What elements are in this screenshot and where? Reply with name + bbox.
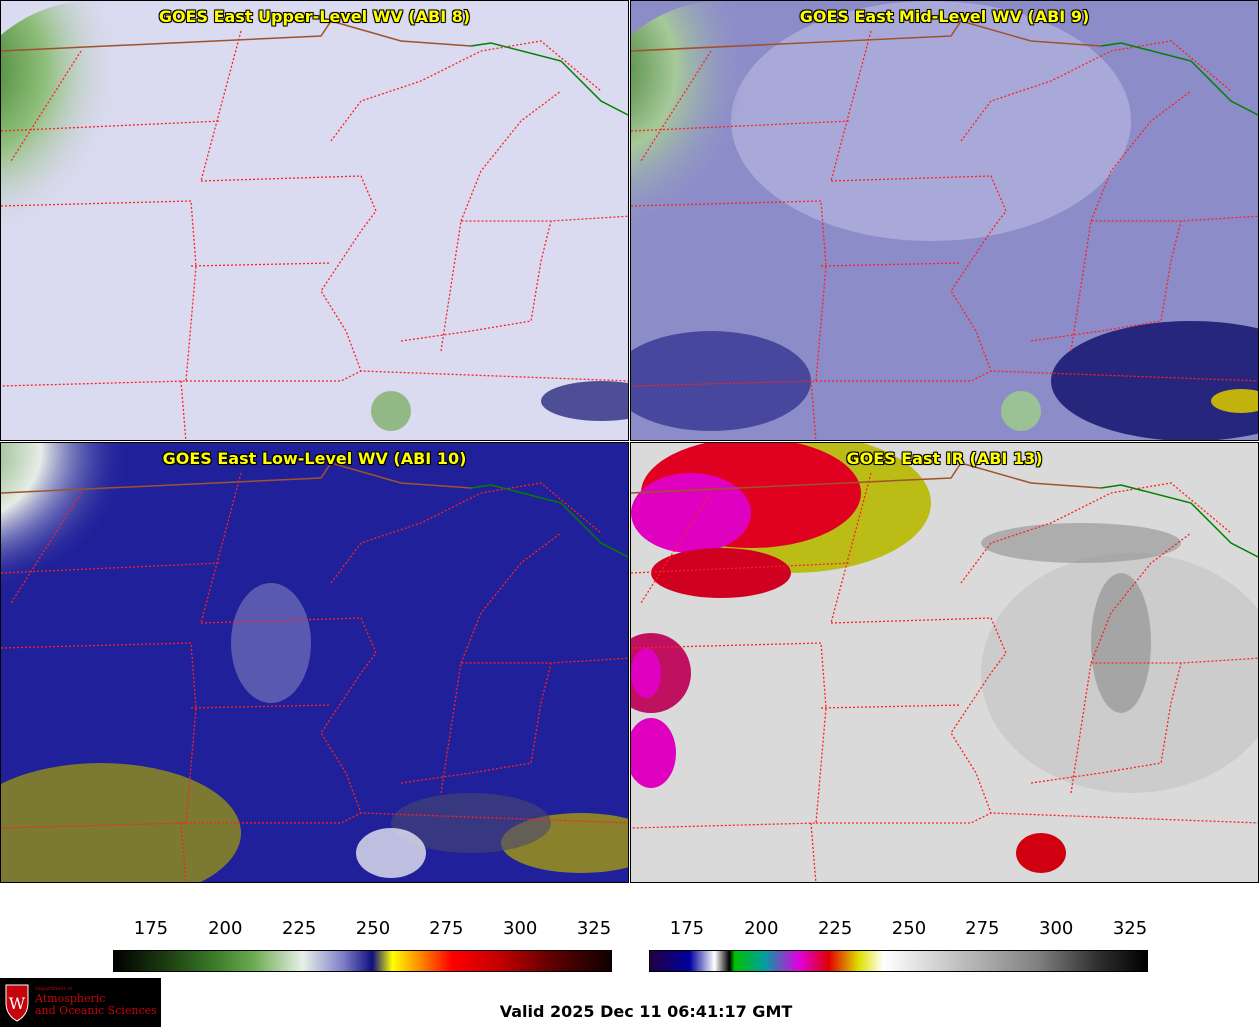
colorbar-tick-label: 275: [429, 918, 464, 939]
logo-dept-text: Department of: [35, 986, 72, 992]
colorbar-tick-label: 325: [576, 918, 612, 939]
ir-colorbar-ticks: 175 200 225 250 275 300 325: [649, 918, 1148, 950]
panel-title: GOES East Upper-Level WV (ABI 8): [158, 7, 471, 26]
valid-time-label: Valid 2025 Dec 11 06:41:17 GMT: [499, 1002, 793, 1021]
wv-colorbar: 175 200 225 250 275 300 325: [113, 918, 612, 972]
colorbar-tick-label: 225: [281, 918, 317, 939]
colorbar-tick-label: 300: [1038, 918, 1074, 939]
panel-title: GOES East Low-Level WV (ABI 10): [162, 449, 467, 468]
colorbar-tick-label: 175: [133, 918, 169, 939]
colorbar-tick-label: 200: [744, 918, 779, 939]
panel-mid-level-wv: GOES East Mid-Level WV (ABI 9): [630, 0, 1259, 441]
panel-upper-level-wv: GOES East Upper-Level WV (ABI 8): [0, 0, 629, 441]
colorbar-tick-label: 250: [891, 918, 927, 939]
panel-title: GOES East IR (ABI 13): [846, 449, 1043, 468]
aos-logo: W Department of Atmospheric and Oceanic …: [0, 978, 161, 1027]
panel-title: GOES East Mid-Level WV (ABI 9): [799, 7, 1090, 26]
colorbar-tick-label: 325: [1112, 918, 1148, 939]
upper-level-wv-imagery: [1, 1, 628, 440]
uw-shield-icon: W: [5, 984, 29, 1022]
wv-colorbar-gradient: [113, 950, 612, 972]
logo-line-atmospheric: Atmospheric: [35, 992, 106, 1005]
logo-name-text: Atmospheric and Oceanic Sciences: [35, 993, 157, 1017]
svg-text:W: W: [9, 994, 26, 1013]
ir-colorbar: 175 200 225 250 275 300 325: [649, 918, 1148, 972]
ir-colorbar-gradient: [649, 950, 1148, 972]
colorbar-tick-label: 275: [965, 918, 1000, 939]
colorbar-tick-label: 200: [208, 918, 243, 939]
ir-imagery: [631, 443, 1258, 882]
panel-low-level-wv: GOES East Low-Level WV (ABI 10): [0, 442, 629, 883]
colorbar-tick-label: 250: [355, 918, 391, 939]
colorbar-tick-label: 175: [669, 918, 705, 939]
logo-line-oceanic: and Oceanic Sciences: [35, 1004, 157, 1017]
wv-colorbar-ticks: 175 200 225 250 275 300 325: [113, 918, 612, 950]
colorbar-tick-label: 225: [817, 918, 853, 939]
panel-ir: GOES East IR (ABI 13): [630, 442, 1259, 883]
mid-level-wv-imagery: [631, 1, 1258, 440]
low-level-wv-imagery: [1, 443, 628, 882]
colorbar-tick-label: 300: [502, 918, 538, 939]
